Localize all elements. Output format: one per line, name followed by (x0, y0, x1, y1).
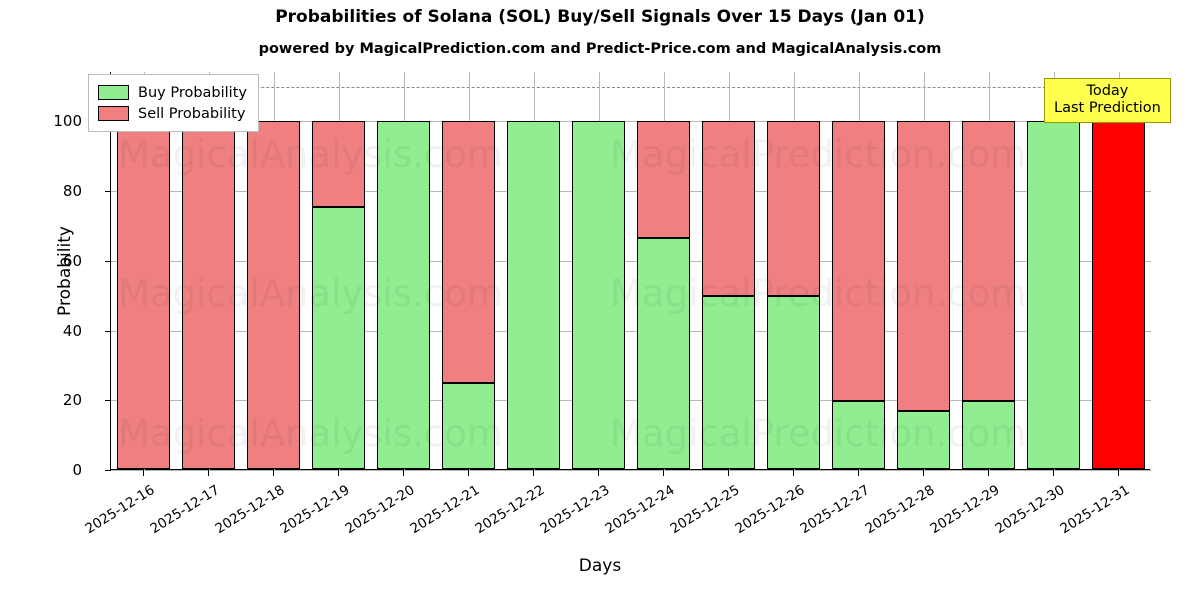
y-tick-label: 40 (62, 321, 82, 340)
bar-segment-buy[interactable] (636, 237, 691, 469)
bar-group[interactable] (571, 71, 626, 469)
legend-item-buy: Buy Probability (98, 82, 247, 103)
x-tick-mark (727, 470, 729, 476)
y-tick-label: 20 (62, 391, 82, 410)
reference-dashed-line (111, 86, 1151, 88)
y-tick-label: 80 (62, 182, 82, 201)
y-axis-label: Probability (55, 225, 75, 316)
bar-segment-sell[interactable] (961, 120, 1016, 402)
bar-segment-sell[interactable] (441, 120, 496, 384)
bar-segment-sell[interactable] (181, 120, 236, 469)
x-tick-mark (662, 470, 664, 476)
legend-label-sell: Sell Probability (138, 105, 246, 122)
bar-segment-buy[interactable] (961, 401, 1016, 469)
x-tick-mark (792, 470, 794, 476)
bar-segment-today[interactable] (1091, 120, 1146, 469)
bar-segment-buy[interactable] (506, 120, 561, 469)
bar-segment-buy[interactable] (896, 411, 951, 469)
bar-segment-sell[interactable] (766, 120, 821, 297)
x-tick-mark (1117, 470, 1119, 476)
legend-swatch-buy-icon (98, 85, 129, 100)
x-tick-mark (142, 470, 144, 476)
plot-inner (105, 71, 1151, 471)
chart-subtitle: powered by MagicalPrediction.com and Pre… (258, 41, 942, 57)
bar-segment-sell[interactable] (246, 120, 301, 469)
bar-group[interactable] (116, 71, 171, 469)
plot-area: Probability (55, 71, 1151, 471)
x-tick-mark (532, 470, 534, 476)
bar-segment-sell[interactable] (701, 120, 756, 297)
bar-segment-buy[interactable] (701, 296, 756, 469)
bar-segment-buy[interactable] (376, 120, 431, 469)
x-tick-mark (337, 470, 339, 476)
legend-label-buy: Buy Probability (138, 84, 247, 101)
bar-segment-buy[interactable] (571, 120, 626, 469)
gridline-horizontal (111, 121, 1151, 123)
bar-group[interactable] (181, 71, 236, 469)
x-tick-mark (857, 470, 859, 476)
bar-segment-buy[interactable] (311, 206, 366, 469)
bar-group[interactable] (311, 71, 366, 469)
bar-segment-buy[interactable] (1026, 120, 1081, 469)
bar-segment-buy[interactable] (441, 383, 496, 469)
legend-swatch-sell-icon (98, 106, 129, 121)
gridline-horizontal (111, 470, 1151, 471)
bar-group[interactable] (961, 71, 1016, 469)
x-tick-mark (272, 470, 274, 476)
legend-item-sell: Sell Probability (98, 103, 247, 124)
bar-segment-sell[interactable] (311, 120, 366, 207)
gridline-horizontal (111, 191, 1151, 193)
bar-group[interactable] (506, 71, 561, 469)
gridline-horizontal (111, 330, 1151, 332)
today-annotation-line2: Last Prediction (1054, 100, 1161, 116)
bar-group[interactable] (636, 71, 691, 469)
bar-segment-sell[interactable] (116, 120, 171, 469)
y-tick-mark (105, 260, 111, 262)
bar-group[interactable] (376, 71, 431, 469)
bar-group[interactable] (1026, 71, 1081, 469)
bar-segment-sell[interactable] (831, 120, 886, 402)
y-tick-label: 100 (53, 112, 82, 131)
x-tick-mark (207, 470, 209, 476)
bar-group[interactable] (831, 71, 886, 469)
x-tick-mark (467, 470, 469, 476)
gridline-horizontal (111, 260, 1151, 262)
chart-title: Probabilities of Solana (SOL) Buy/Sell S… (275, 7, 925, 27)
bar-group[interactable] (441, 71, 496, 469)
bar-group[interactable] (701, 71, 756, 469)
x-tick-mark (402, 470, 404, 476)
x-axis-label: Days (578, 556, 622, 576)
gridline-horizontal (111, 400, 1151, 402)
bar-group[interactable] (246, 71, 301, 469)
bar-segment-buy[interactable] (831, 401, 886, 469)
chart-legend: Buy Probability Sell Probability (88, 74, 259, 132)
x-tick-mark (922, 470, 924, 476)
y-tick-label: 0 (72, 461, 82, 479)
x-tick-mark (987, 470, 989, 476)
y-tick-mark (105, 330, 111, 332)
bar-group[interactable] (896, 71, 951, 469)
y-tick-label: 60 (62, 251, 82, 270)
bar-segment-sell[interactable] (636, 120, 691, 238)
y-tick-mark (105, 470, 111, 471)
y-tick-mark (105, 400, 111, 402)
bar-segment-buy[interactable] (766, 296, 821, 469)
y-tick-mark (105, 191, 111, 193)
bar-segment-sell[interactable] (896, 120, 951, 412)
x-tick-mark (597, 470, 599, 476)
x-tick-mark (1052, 470, 1054, 476)
today-annotation: Today Last Prediction (1044, 78, 1171, 123)
bar-group[interactable] (766, 71, 821, 469)
bar-group[interactable] (1091, 71, 1146, 469)
today-annotation-line1: Today (1086, 83, 1129, 99)
